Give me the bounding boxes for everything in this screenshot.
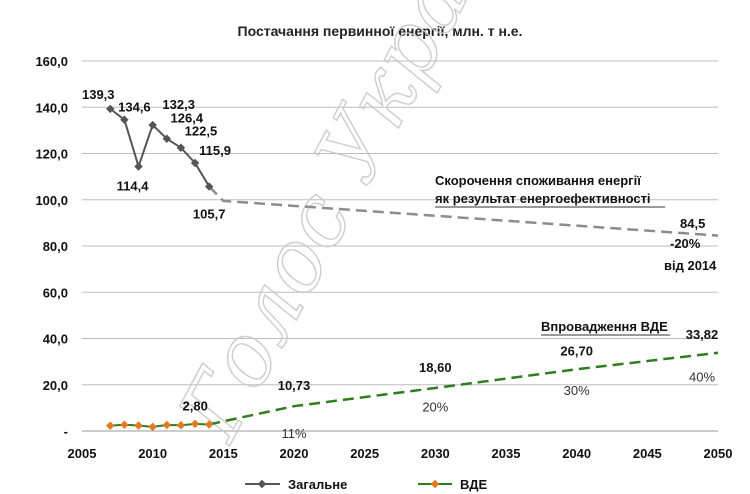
x-tick-label: 2050 (704, 446, 733, 461)
y-tick-label: 20,0 (43, 378, 68, 393)
data-label: 115,9 (199, 143, 231, 158)
share-labels: 11% 20% 30% 40% (281, 369, 715, 441)
y-tick-label: 60,0 (43, 285, 68, 300)
x-tick-label: 2045 (633, 446, 662, 461)
x-tick-label: 2040 (562, 446, 591, 461)
watermark: Голос України (159, 0, 555, 457)
data-label: 33,82 (686, 327, 719, 342)
data-point (162, 420, 172, 430)
y-tick-label: 100,0 (35, 193, 68, 208)
data-label: 134,6 (118, 100, 151, 115)
y-tick-label: 160,0 (35, 54, 68, 69)
data-point (162, 134, 172, 143)
y-tick-label: - (64, 424, 68, 439)
data-label: 2,80 (183, 399, 208, 414)
data-point (190, 158, 200, 168)
legend-total-marker (257, 479, 267, 489)
reduction-annotation-line1: Скорочення споживання енергії (435, 173, 641, 188)
legend-re-label: ВДЕ (460, 477, 487, 492)
share-label: 40% (689, 369, 715, 384)
chart-title: Постачання первинної енергії, млн. т н.е… (238, 23, 523, 39)
x-axis-ticks: 2005 2010 2015 2020 2025 2030 2035 2040 2045 2050 (68, 446, 733, 461)
data-point (134, 162, 143, 171)
data-label: 26,70 (560, 343, 593, 358)
y-tick-label: 40,0 (43, 332, 68, 347)
legend-total-label: Загальне (288, 477, 347, 492)
y-axis-ticks: - 20,0 40,0 60,0 80,0 100,0 120,0 140,0 160,0 (35, 54, 68, 439)
gridlines (82, 60, 718, 432)
data-point (120, 115, 129, 124)
x-tick-label: 2020 (280, 446, 309, 461)
target-value-label: 84,5 (680, 216, 705, 231)
data-label: 126,4 (171, 111, 204, 126)
data-label: 10,73 (278, 378, 311, 393)
data-point (176, 143, 186, 152)
y-tick-label: 140,0 (35, 100, 68, 115)
data-point (120, 420, 129, 429)
share-label: 20% (422, 399, 448, 414)
target-base-label: від 2014 (664, 258, 717, 273)
data-point (148, 422, 157, 432)
data-point (106, 421, 115, 430)
projection-line (208, 351, 719, 426)
data-point (190, 419, 200, 429)
data-label: 139,3 (82, 87, 115, 102)
re-annotation: Впровадження ВДЕ (541, 319, 668, 334)
data-point (106, 104, 115, 114)
data-point (204, 182, 214, 191)
x-tick-label: 2030 (421, 446, 450, 461)
data-point (134, 421, 143, 430)
y-tick-label: 80,0 (43, 239, 68, 254)
legend: Загальне ВДЕ (245, 477, 487, 492)
series-markers (106, 104, 214, 432)
x-tick-label: 2035 (492, 446, 521, 461)
svg-text:Голос України: Голос України (159, 0, 553, 457)
share-label: 11% (281, 426, 306, 441)
data-label: 132,3 (162, 97, 195, 112)
legend-re-marker (430, 479, 440, 489)
x-tick-label: 2025 (350, 446, 379, 461)
x-tick-label: 2005 (68, 446, 97, 461)
data-label: 114,4 (117, 178, 150, 193)
share-label: 30% (564, 383, 590, 398)
y-tick-label: 120,0 (35, 147, 68, 162)
series-line (109, 108, 211, 188)
data-label: 105,7 (193, 207, 226, 222)
projection-line (208, 185, 719, 237)
x-tick-label: 2015 (209, 446, 238, 461)
x-tick-label: 2010 (138, 446, 167, 461)
target-percent-label: -20% (670, 236, 701, 251)
data-point (176, 420, 186, 430)
data-label: 18,60 (419, 360, 452, 375)
reduction-annotation-line2: як результат енергоефективності (435, 191, 651, 206)
data-point (204, 420, 214, 429)
data-label: 122,5 (185, 124, 218, 139)
